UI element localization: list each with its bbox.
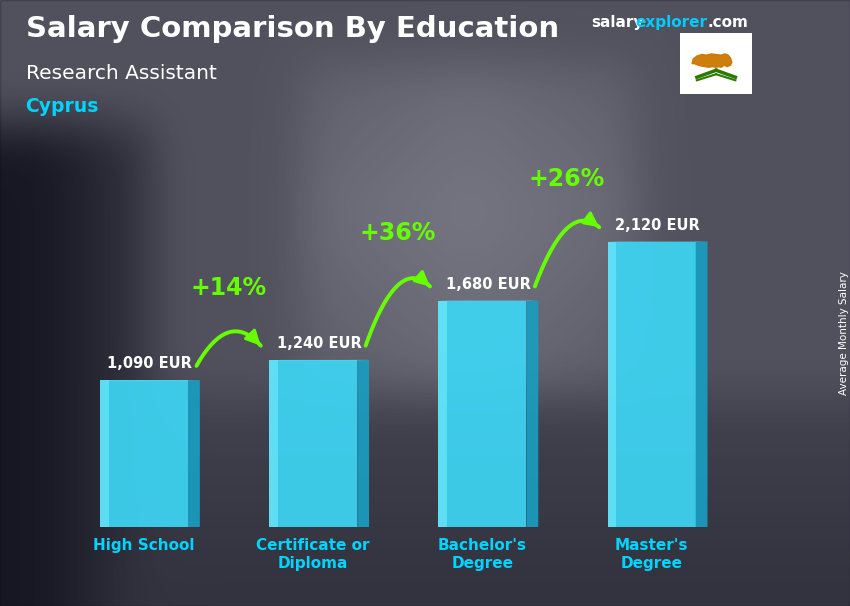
Text: Average Monthly Salary: Average Monthly Salary (839, 271, 849, 395)
FancyBboxPatch shape (269, 360, 357, 527)
Polygon shape (188, 380, 200, 527)
Polygon shape (695, 241, 707, 527)
Text: Research Assistant: Research Assistant (26, 64, 217, 82)
Text: explorer: explorer (636, 15, 708, 30)
Bar (439, 301, 447, 527)
FancyBboxPatch shape (608, 242, 695, 527)
Polygon shape (357, 360, 369, 527)
Text: Salary Comparison By Education: Salary Comparison By Education (26, 15, 558, 43)
Text: 1,090 EUR: 1,090 EUR (107, 356, 192, 371)
Text: +36%: +36% (360, 221, 436, 245)
Text: 1,240 EUR: 1,240 EUR (277, 336, 361, 351)
Bar (269, 360, 278, 527)
Text: +26%: +26% (529, 167, 605, 191)
Text: salary: salary (591, 15, 643, 30)
Polygon shape (692, 54, 732, 67)
FancyBboxPatch shape (439, 301, 526, 527)
Polygon shape (526, 301, 538, 527)
Text: +14%: +14% (190, 276, 267, 300)
Text: Cyprus: Cyprus (26, 97, 99, 116)
Text: 2,120 EUR: 2,120 EUR (615, 218, 700, 233)
Bar (100, 381, 109, 527)
FancyBboxPatch shape (100, 381, 188, 527)
Text: .com: .com (707, 15, 748, 30)
Text: 1,680 EUR: 1,680 EUR (446, 277, 530, 292)
Bar (608, 242, 616, 527)
